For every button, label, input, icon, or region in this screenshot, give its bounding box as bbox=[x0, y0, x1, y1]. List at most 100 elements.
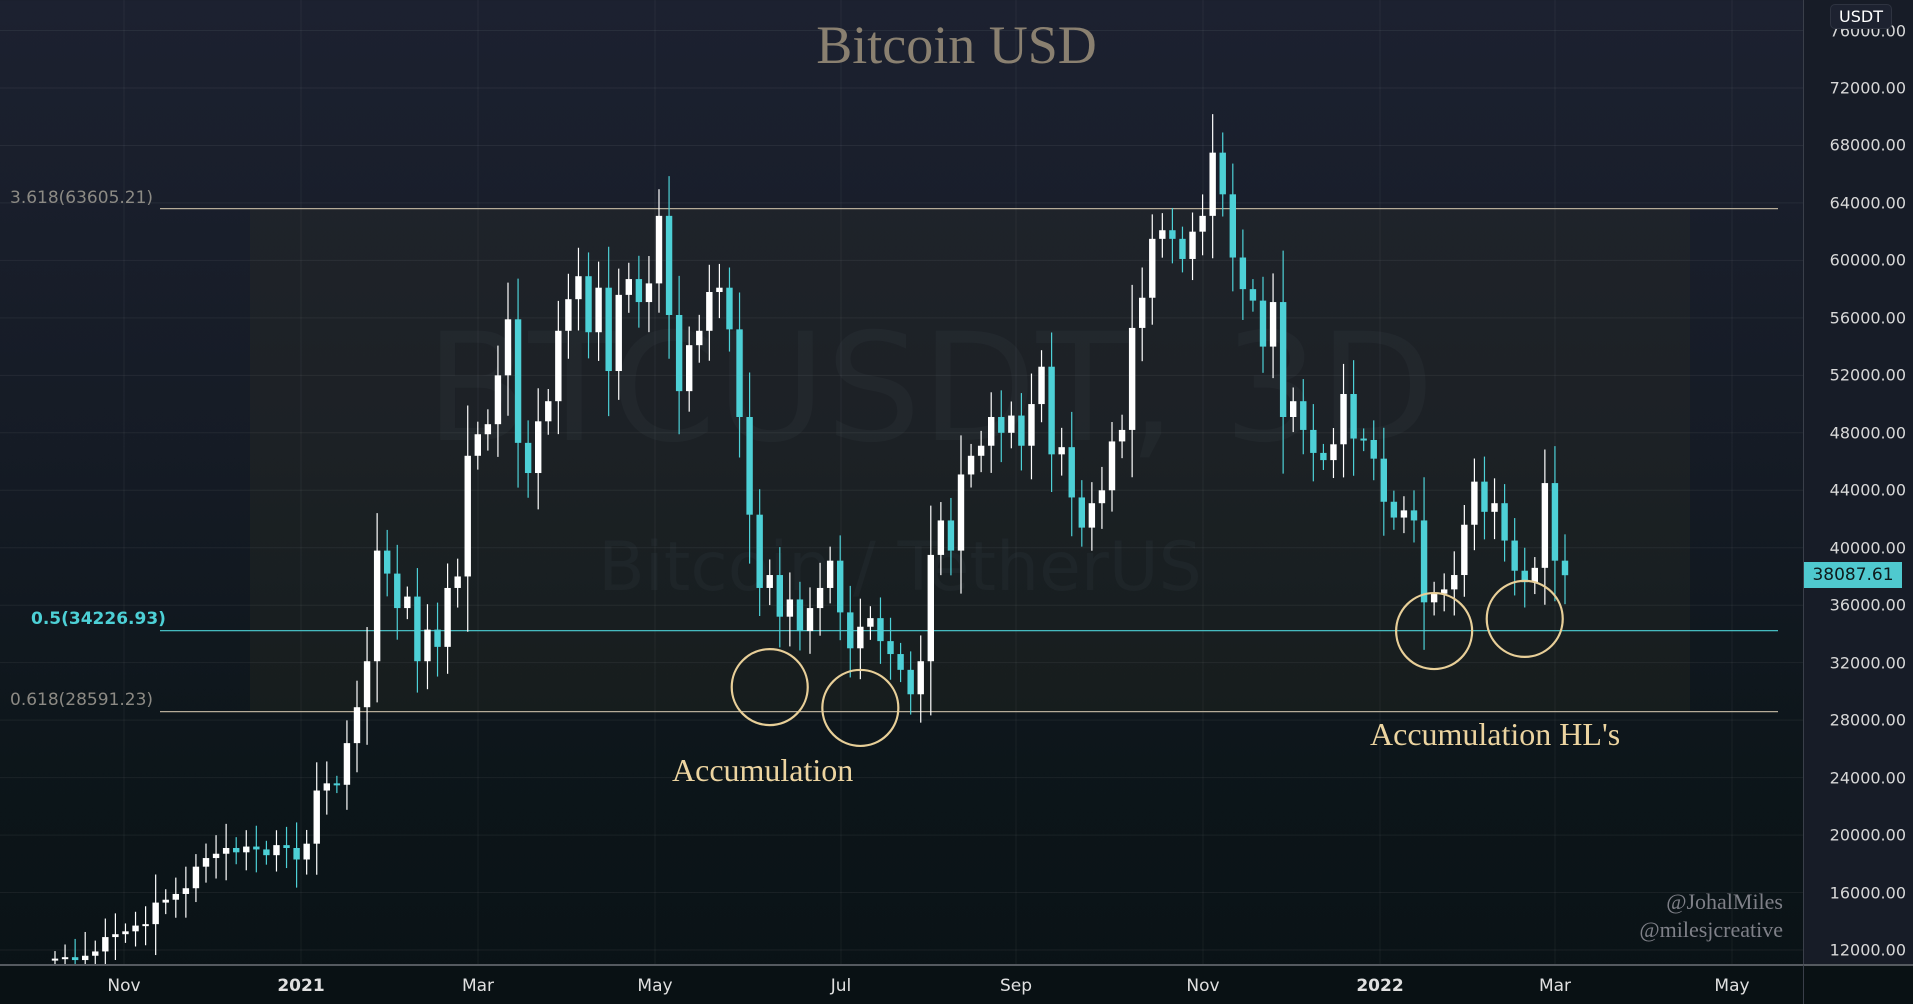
candle-body bbox=[917, 661, 924, 695]
candle-body bbox=[484, 424, 492, 435]
candle-body bbox=[71, 957, 79, 961]
candle-body bbox=[1229, 194, 1236, 258]
candle-body bbox=[665, 215, 673, 315]
time-axis[interactable]: Nov 2021 Mar May Jul Sep Nov 2022 Mar May bbox=[0, 964, 1803, 1004]
candle-body bbox=[1088, 503, 1096, 528]
candle-body bbox=[857, 626, 864, 649]
candle-body bbox=[1400, 510, 1408, 518]
time-tick: 2021 bbox=[277, 976, 325, 996]
candle-body bbox=[222, 847, 230, 854]
candle-body bbox=[343, 743, 351, 785]
candle-body bbox=[51, 958, 59, 961]
candle-body bbox=[394, 573, 401, 609]
candle-body bbox=[1320, 452, 1327, 461]
candle-body bbox=[1209, 152, 1216, 216]
axis-corner bbox=[1803, 964, 1913, 1004]
watermark-symbol: BTCUSDT, 3D bbox=[426, 302, 1435, 476]
candle-body bbox=[162, 899, 169, 903]
candle-body bbox=[1491, 503, 1498, 512]
candle-body bbox=[1541, 483, 1549, 568]
candle-body bbox=[776, 575, 783, 617]
candle-body bbox=[253, 846, 260, 850]
candle-body bbox=[92, 951, 99, 956]
candle-body bbox=[746, 416, 753, 515]
candle-body bbox=[1259, 300, 1267, 347]
candle-body bbox=[545, 401, 552, 422]
candle-body bbox=[847, 612, 854, 649]
chart-title: Bitcoin USD bbox=[816, 15, 1097, 75]
candle-body bbox=[977, 445, 985, 456]
candle-body bbox=[897, 654, 904, 670]
candle-body bbox=[172, 893, 179, 900]
candle-body bbox=[615, 294, 622, 372]
candle-body bbox=[1360, 438, 1367, 441]
candle-body bbox=[1018, 415, 1025, 446]
candle-body bbox=[826, 560, 834, 588]
candle-body bbox=[1420, 520, 1428, 603]
price-axis[interactable]: 12000.00 16000.00 20000.00 24000.00 28000.00… bbox=[1803, 0, 1913, 964]
currency-label[interactable]: USDT bbox=[1830, 4, 1892, 29]
candle-body bbox=[524, 442, 532, 474]
candle-body bbox=[142, 924, 149, 927]
candle-body bbox=[303, 843, 310, 860]
highlight-circle bbox=[1395, 591, 1474, 671]
candle-body bbox=[1410, 510, 1418, 521]
candle-body bbox=[1340, 394, 1347, 445]
candle-body bbox=[1068, 447, 1075, 498]
candle-body bbox=[575, 276, 582, 300]
price-tick: 68000.00 bbox=[1829, 135, 1906, 155]
candle-body bbox=[1149, 238, 1156, 298]
annotation-accumulation: Accumulation bbox=[672, 752, 854, 788]
candlestick-chart[interactable]: BTCUSDT, 3D Bitcoin / TetherUS bbox=[0, 0, 1803, 964]
candle-body bbox=[1189, 231, 1196, 259]
candle-body bbox=[61, 957, 69, 960]
candle-body bbox=[686, 345, 693, 392]
candle-body bbox=[1118, 429, 1126, 442]
candle-body bbox=[454, 576, 461, 588]
candle-body bbox=[82, 955, 89, 961]
candle-body bbox=[1300, 401, 1307, 430]
candle-body bbox=[414, 596, 421, 662]
candle-body bbox=[263, 849, 270, 856]
candle-body bbox=[1551, 483, 1559, 561]
candle-body bbox=[806, 608, 814, 632]
candle-body bbox=[273, 845, 280, 856]
candle-body bbox=[998, 416, 1005, 433]
time-tick: Mar bbox=[1538, 976, 1572, 996]
candle-body bbox=[1531, 567, 1538, 583]
candle-body bbox=[404, 596, 411, 609]
highlight-circle bbox=[1485, 579, 1564, 658]
price-tick: 60000.00 bbox=[1829, 250, 1906, 270]
candle-body bbox=[816, 587, 824, 609]
candle-body bbox=[696, 330, 703, 346]
candle-body bbox=[323, 783, 330, 791]
candle-body bbox=[716, 287, 723, 293]
candle-body bbox=[907, 669, 914, 695]
price-tick: 20000.00 bbox=[1829, 825, 1906, 845]
candle-body bbox=[233, 847, 240, 853]
candle-body bbox=[1310, 429, 1317, 453]
candle-body bbox=[1058, 447, 1065, 455]
candle-body bbox=[1078, 497, 1085, 528]
candle-body bbox=[1169, 230, 1176, 239]
candle-body bbox=[504, 319, 512, 376]
candle-body bbox=[283, 845, 290, 848]
time-tick: Nov bbox=[1186, 976, 1220, 996]
candle-body bbox=[1279, 302, 1287, 417]
candle-body bbox=[786, 599, 794, 617]
candle-body bbox=[736, 329, 743, 417]
candle-body bbox=[293, 847, 300, 860]
candle-body bbox=[887, 641, 894, 655]
watermark-description: Bitcoin / TetherUS bbox=[598, 528, 1202, 607]
candle-body bbox=[605, 287, 612, 372]
candle-body bbox=[1108, 441, 1116, 491]
candle-body bbox=[424, 629, 431, 662]
fib-label-3618: 3.618(63605.21) bbox=[10, 188, 154, 208]
time-tick: 2022 bbox=[1356, 976, 1404, 996]
candle-body bbox=[1038, 366, 1045, 405]
time-tick: May bbox=[637, 976, 673, 996]
candle-body bbox=[837, 560, 844, 613]
price-tick: 44000.00 bbox=[1829, 480, 1906, 500]
candle-body bbox=[1159, 230, 1166, 239]
candle-body bbox=[726, 287, 733, 330]
